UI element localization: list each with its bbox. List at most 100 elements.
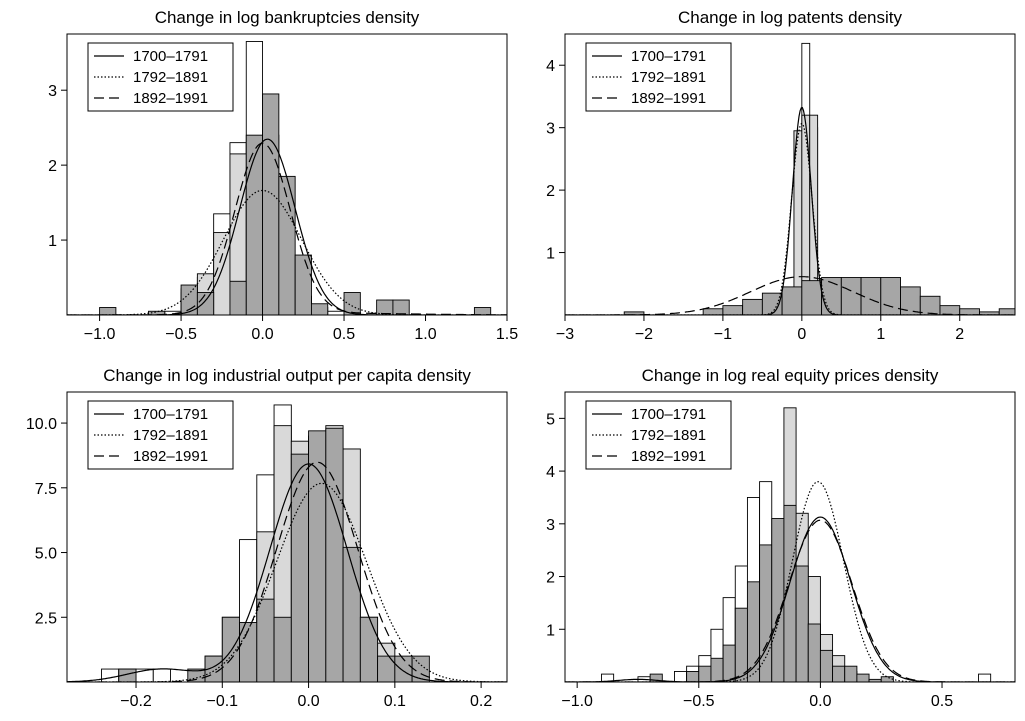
histogram-bar: [781, 286, 803, 315]
histogram-bar: [101, 668, 120, 682]
legend-label: 1700–1791: [631, 406, 706, 423]
y-tick-label: 10.0: [26, 416, 57, 433]
histogram-bar: [832, 665, 846, 682]
histogram-bar: [245, 134, 264, 315]
histogram-bar: [698, 665, 712, 682]
histogram-bar: [819, 649, 834, 682]
x-tick-label: 0.0: [809, 693, 831, 710]
x-tick-label: 0.5: [333, 326, 355, 343]
histogram-bar: [327, 310, 345, 315]
y-tick-label: 1: [546, 622, 555, 639]
histogram-bar: [722, 305, 744, 315]
x-tick-label: 1.5: [496, 326, 518, 343]
histogram-bar: [256, 598, 275, 682]
histogram-bar: [180, 284, 198, 315]
x-tick-label: 0.2: [470, 693, 492, 710]
legend-label: 1792–1891: [631, 427, 706, 444]
legend-label: 1892–1991: [631, 448, 706, 465]
plot-area: [67, 41, 507, 315]
histogram-bar: [221, 616, 240, 682]
x-tick-label: −1.0: [84, 326, 116, 343]
density-curve-1: [565, 107, 1015, 315]
plot-frame: [66, 33, 508, 316]
y-tick-label: 2: [48, 158, 57, 175]
x-tick-label: 1.0: [414, 326, 436, 343]
histogram-bar: [759, 544, 773, 682]
legend-label: 1792–1891: [133, 427, 208, 444]
density-curve-2: [67, 189, 507, 315]
density-curve-3: [67, 142, 507, 315]
histogram-bar: [359, 616, 379, 682]
y-tick-label: 3: [546, 517, 555, 534]
x-tick-label: −0.5: [165, 326, 197, 343]
legend-label: 1700–1791: [133, 48, 208, 65]
y-tick-label: 1: [48, 233, 57, 250]
plot-area: [67, 404, 507, 682]
x-tick-label: −0.5: [683, 693, 715, 710]
density-curve-1: [67, 138, 507, 315]
histogram-bar: [229, 280, 247, 315]
y-tick-label: 2: [546, 570, 555, 587]
histogram-bar: [310, 303, 329, 315]
histogram-bar: [795, 565, 809, 682]
legend: 1700–1791 1792–1891 1892–1991: [585, 42, 732, 112]
density-curve-1: [67, 463, 507, 682]
y-tick-label: 4: [546, 58, 555, 75]
histogram-bar: [342, 546, 361, 682]
histogram-bar: [152, 668, 171, 682]
x-tick-label: 0: [797, 326, 806, 343]
histogram-bar: [959, 308, 980, 315]
histogram-bar: [880, 676, 894, 682]
histogram-bar: [392, 299, 410, 315]
y-tick-label: 2.5: [35, 610, 57, 627]
x-tick-label: −3: [556, 326, 574, 343]
legend-label: 1892–1991: [631, 90, 706, 107]
histogram-bar: [801, 280, 823, 315]
legend-label: 1700–1791: [631, 48, 706, 65]
plot-frame: [564, 33, 1016, 316]
y-tick-label: 3: [48, 83, 57, 100]
y-tick-label: 7.5: [35, 481, 57, 498]
histogram-bar: [978, 673, 992, 682]
legend-label: 1792–1891: [631, 69, 706, 86]
legend: 1700–1791 1792–1891 1892–1991: [585, 400, 732, 470]
chart-panel-3: −0.2 −0.1 0.0 0.1 0.2 2.5 5.0 7.5 10.0 Change in …: [26, 366, 508, 710]
histogram-bar: [710, 657, 724, 682]
histogram-bar: [771, 518, 785, 682]
chart-title: Change in log industrial output per capi…: [103, 366, 471, 385]
histogram-bar: [880, 277, 901, 315]
y-tick-label: 4: [546, 464, 555, 481]
histogram-bar: [262, 93, 280, 315]
x-tick-label: −1: [714, 326, 732, 343]
x-tick-label: 2: [955, 326, 964, 343]
chart-panel-1: −1.0 −0.5 0.0 0.5 1.0 1.5 1 2 3 Change in log ban…: [48, 8, 518, 343]
plot-area: [565, 407, 1015, 682]
histogram-bar: [674, 671, 688, 682]
histogram-bar: [919, 295, 941, 315]
histogram-bar: [686, 671, 700, 682]
legend-label: 1792–1891: [133, 69, 208, 86]
chart-title: Change in log real equity prices density: [642, 366, 939, 385]
density-curve-2: [67, 482, 507, 682]
x-tick-label: 1: [876, 326, 885, 343]
plot-area: [565, 42, 1015, 315]
histogram-bar: [734, 607, 748, 682]
x-tick-label: −0.2: [120, 693, 152, 710]
y-tick-label: 2: [546, 183, 555, 200]
y-tick-label: 3: [546, 121, 555, 138]
plot-frame: [564, 391, 1016, 683]
histogram-bar: [99, 307, 117, 315]
chart-panel-4: −1.0 −0.5 0.0 0.5 1 2 3 4 5 Change in log real eq…: [546, 366, 1016, 710]
legend: 1700–1791 1792–1891 1892–1991: [87, 42, 234, 112]
legend: 1700–1791 1792–1891 1892–1991: [87, 400, 234, 470]
histogram-bar: [844, 665, 858, 682]
legend-label: 1892–1991: [133, 90, 208, 107]
x-tick-label: −2: [635, 326, 653, 343]
y-tick-label: 5.0: [35, 546, 57, 563]
legend-label: 1700–1791: [133, 406, 208, 423]
chart-title: Change in log bankruptcies density: [155, 8, 420, 27]
y-tick-label: 1: [546, 246, 555, 263]
x-tick-label: 0.0: [297, 693, 319, 710]
histogram-bar: [856, 673, 870, 682]
histogram-bar: [900, 286, 921, 315]
